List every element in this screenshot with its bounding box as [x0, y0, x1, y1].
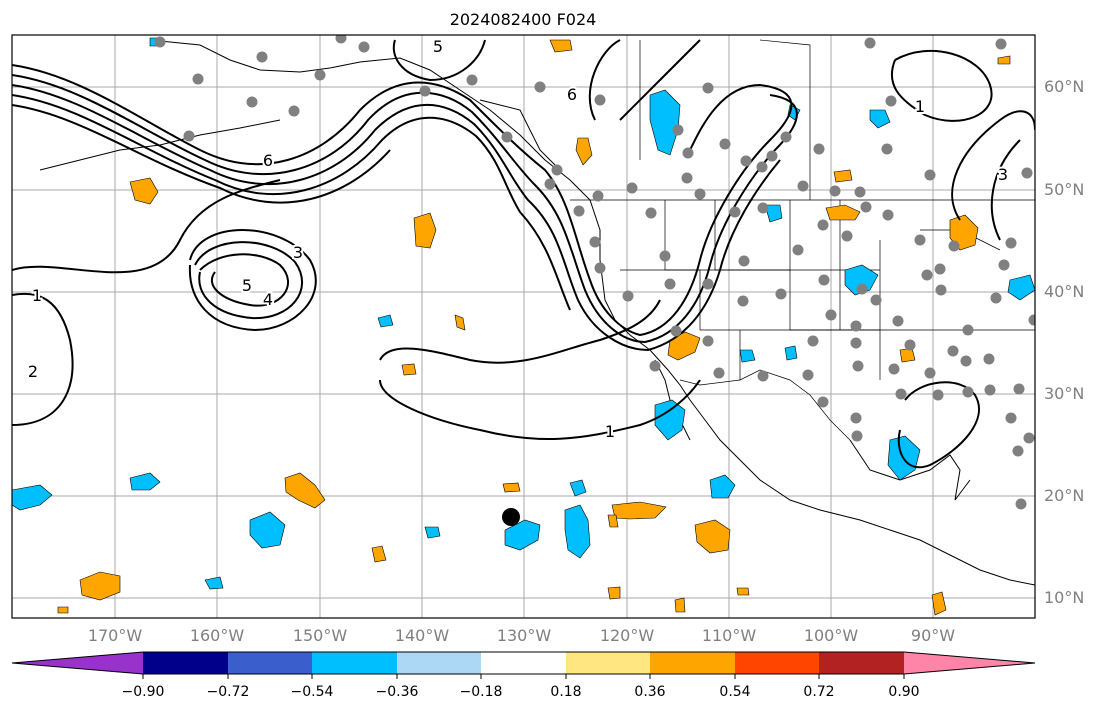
lat-label: 50°N — [1044, 180, 1085, 199]
lat-label: 30°N — [1044, 384, 1085, 403]
contour-label: 1 — [32, 286, 42, 305]
colorbar-segment — [650, 652, 735, 674]
positive-anomaly-patches — [57, 39, 1011, 616]
colorbar-tick-label: −0.90 — [121, 684, 165, 700]
colorbar-extend-min — [12, 652, 143, 674]
colorbar-extend-max — [904, 652, 1035, 674]
colorbar-segment — [143, 652, 228, 674]
colorbar-tick-label: 0.18 — [550, 684, 582, 700]
lon-label: 110°W — [701, 626, 757, 645]
contour-label: 3 — [998, 165, 1008, 184]
contour-label: 5 — [433, 37, 443, 56]
colorbar-tick-label: −0.36 — [375, 684, 419, 700]
colorbar-tick-label: 0.90 — [888, 684, 920, 700]
contour-label: 6 — [263, 151, 273, 170]
colorbar-segment — [735, 652, 819, 674]
contour-label: 5 — [242, 276, 252, 295]
station-dots — [154, 35, 1035, 510]
colorbar-segment — [819, 652, 904, 674]
contour-label: 2 — [28, 362, 38, 381]
contour-label: 4 — [263, 290, 273, 309]
negative-anomaly-patches — [12, 37, 1035, 590]
lon-label: 140°W — [394, 626, 450, 645]
colorbar-tick-label: −0.54 — [290, 684, 334, 700]
colorbar-tick-label: 0.54 — [719, 684, 751, 700]
lat-label: 20°N — [1044, 486, 1085, 505]
colorbar — [11, 651, 1036, 679]
colorbar-segment — [397, 652, 481, 674]
lon-label: 150°W — [292, 626, 348, 645]
height-contours — [12, 39, 1035, 469]
marker-dot — [502, 508, 520, 526]
lon-label: 100°W — [803, 626, 859, 645]
lat-label: 10°N — [1044, 588, 1085, 607]
lon-label: 90°W — [910, 626, 956, 645]
map-frame — [11, 34, 1036, 619]
map-title: 2024082400 F024 — [449, 10, 597, 29]
colorbar-segment — [481, 652, 566, 674]
lon-label: 130°W — [496, 626, 552, 645]
colorbar-segment — [228, 652, 312, 674]
lat-label: 60°N — [1044, 77, 1085, 96]
contour-label: 3 — [293, 243, 303, 262]
lat-label: 40°N — [1044, 282, 1085, 301]
contour-label: 1 — [915, 97, 925, 116]
colorbar-tick-label: −0.72 — [206, 684, 250, 700]
contour-label: 1 — [605, 422, 615, 441]
colorbar-tick-label: 0.36 — [634, 684, 666, 700]
lon-label: 160°W — [189, 626, 245, 645]
colorbar-segment — [566, 652, 650, 674]
contour-labels: 1 2 3 4 5 6 1 3 5 6 1 — [26, 35, 1010, 443]
lon-label: 120°W — [599, 626, 655, 645]
contour-label: 6 — [567, 85, 577, 104]
colorbar-tick-label: 0.72 — [803, 684, 835, 700]
lon-label: 170°W — [87, 626, 143, 645]
colorbar-segment — [312, 652, 397, 674]
colorbar-tick-label: −0.18 — [459, 684, 503, 700]
